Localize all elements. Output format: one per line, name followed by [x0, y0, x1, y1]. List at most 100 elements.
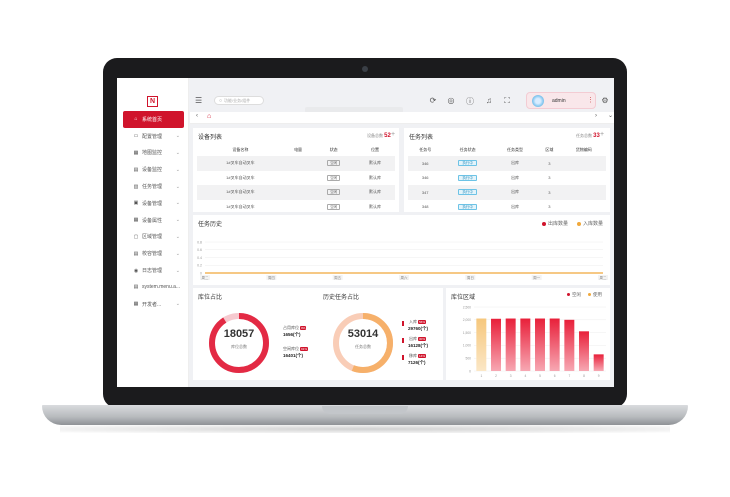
- sidebar-item-7[interactable]: ▢ 区域管理 ⌄: [123, 229, 184, 246]
- y-tick-label: 0.4: [197, 256, 202, 260]
- table-row[interactable]: 1#叉车自动叉车 空闲 默认库: [197, 200, 395, 215]
- bar[interactable]: [491, 318, 501, 371]
- x-tick-label: 4: [524, 374, 526, 378]
- settings-icon[interactable]: ⚙: [601, 96, 609, 105]
- outbound-text: 出库: [409, 336, 417, 341]
- task-table: 任务号 任务状态 任务类型 区域 货物编码 346 执行中 出库 3 346 执行中 出库 3 347 执…: [408, 144, 606, 214]
- app-screen: N ⌂ 系统首页 ▭ 配置管理 ⌄ ▦ 地图监控 ⌄ ▤ 设备监控 ⌄ ▥ 任务管理 ⌄ ▣ 设备管理 ⌄ ▦ 设备…: [117, 78, 614, 387]
- blurred-bar: [305, 107, 403, 113]
- sidebar-item-8[interactable]: ▤ 校容管理 ⌄: [123, 245, 184, 262]
- history-ring-inner: [342, 322, 384, 364]
- avatar: [532, 95, 544, 107]
- chevron-down-icon: ⌄: [175, 183, 180, 190]
- y-tick-label: 0.2: [197, 264, 202, 268]
- storage-icon: ▤: [133, 250, 139, 257]
- bar[interactable]: [520, 318, 531, 371]
- table-cell: 默认库: [369, 203, 382, 209]
- y-tick-label: 0: [469, 369, 471, 373]
- chevron-down-icon: ⌄: [175, 233, 180, 240]
- legend-dot: [542, 221, 546, 226]
- bell-icon[interactable]: ♫: [486, 96, 492, 105]
- menu-toggle-icon[interactable]: ☰: [195, 96, 203, 105]
- sidebar-item-0[interactable]: ⌂ 系统首页: [123, 111, 184, 128]
- table-cell: 默认库: [355, 185, 395, 200]
- y-tick-label: 0: [200, 271, 202, 275]
- sidebar-item-4[interactable]: ▥ 任务管理 ⌄: [123, 178, 184, 195]
- table-cell: 执行中: [442, 171, 492, 186]
- table-header: 设备名称: [232, 147, 249, 152]
- table-row[interactable]: 347 执行中 出库 3: [408, 185, 606, 200]
- sidebar-item-6[interactable]: ▦ 设备属性 ⌄: [123, 212, 184, 229]
- x-tick-label: 8: [583, 374, 585, 378]
- table-cell: 1#叉车自动叉车: [197, 185, 284, 200]
- translate-icon[interactable]: ◎: [447, 96, 455, 105]
- table-cell: 1#叉车自动叉车: [226, 174, 255, 180]
- ratio-card: 库位占比 历史任务占比 18057 库位总数 占用库位 9% 1656(个) 空闲…: [193, 288, 443, 380]
- sidebar-item-3[interactable]: ▤ 设备监控 ⌄: [123, 161, 184, 178]
- sidebar-item-label: 设备属性: [142, 217, 163, 224]
- table-row[interactable]: 1#叉车自动叉车 空闲 默认库: [197, 185, 395, 200]
- table-cell: [562, 171, 606, 186]
- sidebar-item-label: 设备管理: [142, 200, 163, 207]
- sidebar-item-label: 区域管理: [142, 234, 163, 241]
- transfer-badge: 14%: [418, 353, 427, 358]
- sidebar-item-10[interactable]: ▤ system.menu.a...: [123, 279, 184, 296]
- table-cell: [561, 156, 606, 171]
- storage-total: 18057: [223, 328, 255, 340]
- top-bar: ☰ ○ 功能/业务/组件 ⟳ ◎ ⓘ ♫ ⛶ admin ⋮ ⚙: [190, 92, 614, 113]
- legend-label: 出库数量: [548, 221, 569, 227]
- sidebar-item-label: 地图监控: [142, 150, 163, 157]
- table-cell: [562, 200, 606, 215]
- x-tick-label: 2: [495, 374, 497, 378]
- storage-area-title: 库位区域: [451, 295, 476, 301]
- home-tab-icon[interactable]: ⌂: [207, 113, 212, 120]
- task-list-title: 任务列表: [409, 135, 434, 141]
- add-task-icon[interactable]: +: [600, 131, 605, 138]
- table-cell: 执行中: [442, 156, 493, 171]
- x-tick-label: 3: [510, 374, 512, 378]
- table-row[interactable]: 346 执行中 出库 3: [408, 171, 606, 186]
- bar[interactable]: [593, 354, 604, 371]
- x-tick-label: 7: [568, 374, 570, 378]
- sidebar-item-1[interactable]: ▭ 配置管理 ⌄: [123, 128, 184, 145]
- table-row[interactable]: 1#叉车自动叉车 空闲 默认库: [197, 171, 395, 186]
- table-cell: 空闲: [312, 185, 356, 200]
- tabs-bar: ‹ ⌂ › ⌄: [190, 112, 614, 124]
- add-device-icon[interactable]: +: [391, 131, 396, 138]
- table-cell: 3: [548, 204, 551, 210]
- bar[interactable]: [564, 319, 575, 371]
- inbound-text: 入库: [409, 319, 417, 324]
- tabs-right-icon[interactable]: ›: [595, 113, 597, 119]
- table-cell: 默认库: [355, 156, 395, 171]
- sidebar-item-2[interactable]: ▦ 地图监控 ⌄: [123, 145, 184, 162]
- sidebar-item-5[interactable]: ▣ 设备管理 ⌄: [123, 195, 184, 212]
- sidebar-item-9[interactable]: ◉ 日志管理 ⌄: [123, 262, 184, 279]
- user-menu[interactable]: admin ⋮: [526, 92, 596, 109]
- sidebar-item-label: 开发者...: [142, 301, 162, 308]
- bar[interactable]: [505, 318, 516, 371]
- table-row[interactable]: 1#叉车自动叉车 空闲 默认库: [197, 156, 395, 171]
- bar[interactable]: [476, 318, 487, 371]
- x-tick-bg: [266, 275, 277, 280]
- bar[interactable]: [535, 318, 545, 371]
- tabs-left-icon[interactable]: ‹: [196, 113, 198, 119]
- chevron-down-icon: ⌄: [175, 200, 180, 207]
- bar[interactable]: [549, 318, 560, 371]
- search-input[interactable]: ○ 功能/业务/组件: [214, 96, 264, 105]
- status-badge: 执行中: [458, 203, 477, 210]
- table-row[interactable]: 346 执行中 出库 3: [408, 156, 606, 171]
- device-monitor-icon: ▤: [133, 166, 139, 173]
- refresh-icon[interactable]: ⟳: [429, 96, 437, 105]
- free-label: 空闲库位 91%: [283, 346, 309, 352]
- bar[interactable]: [579, 331, 589, 371]
- y-tick-label: 1,000: [463, 344, 471, 348]
- table-header: 货物编码: [575, 147, 592, 152]
- help-icon[interactable]: ⓘ: [466, 97, 474, 106]
- sidebar-item-11[interactable]: ▦ 开发者... ⌄: [123, 296, 184, 313]
- fullscreen-icon[interactable]: ⛶: [504, 96, 510, 105]
- status-badge: 执行中: [458, 160, 477, 167]
- occupied-badge: 9%: [300, 325, 307, 330]
- tabs-dropdown-icon[interactable]: ⌄: [608, 113, 614, 119]
- table-row[interactable]: 348 执行中 出库 3: [408, 200, 606, 215]
- occupied-text: 占用库位: [283, 325, 299, 330]
